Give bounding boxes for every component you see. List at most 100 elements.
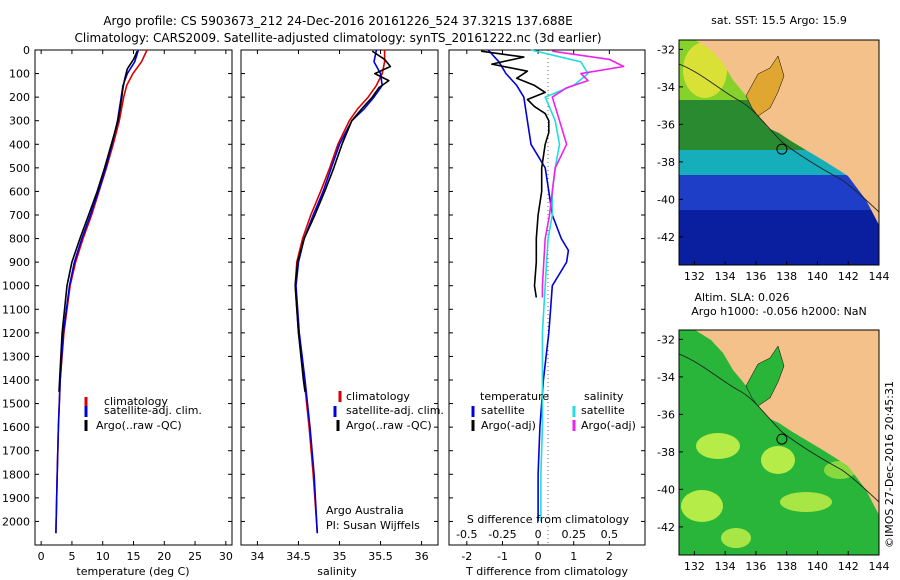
lon-tick-label: 132 bbox=[684, 560, 705, 573]
difference-panel: -2 -1 0 1 2 -0.5 -0.25 0 0.25 0.5 S difference fr… bbox=[448, 49, 646, 578]
x-tick-label: -2 bbox=[461, 550, 472, 563]
lon-tick-label: 134 bbox=[715, 560, 736, 573]
x-tick-label: 20 bbox=[157, 550, 171, 563]
sla-map: Altim. SLA: 0.026 Argo h1000: -0.056 h20… bbox=[657, 291, 889, 573]
sla-high-patch-2 bbox=[761, 446, 795, 474]
y-tick-label: 1200 bbox=[2, 327, 30, 340]
x-tick-label: 34 bbox=[250, 550, 264, 563]
lon-tick-label: 136 bbox=[745, 270, 766, 283]
sla-high-patch-5 bbox=[780, 492, 832, 512]
x-tick-label: 0 bbox=[535, 550, 542, 563]
lat-tick-label: -32 bbox=[657, 43, 675, 56]
s-tick-label: -0.25 bbox=[488, 528, 516, 541]
series-line-argo-raw-qc bbox=[58, 50, 138, 392]
sla-high-patch-3 bbox=[681, 490, 723, 522]
x-tick-label: 2 bbox=[606, 550, 613, 563]
lon-tick-label: 138 bbox=[776, 270, 797, 283]
s-difference-xlabel: S difference from climatology bbox=[467, 513, 630, 526]
s-tick-label: 0 bbox=[535, 528, 542, 541]
lat-tick-label: -38 bbox=[657, 446, 675, 459]
legend-climatology-label: climatology bbox=[104, 395, 168, 408]
x-tick-label: 25 bbox=[188, 550, 202, 563]
lon-tick-label: 140 bbox=[807, 270, 828, 283]
salinity-legend: climatology satellite-adj. clim. Argo(..… bbox=[333, 390, 444, 432]
lat-tick-label: -40 bbox=[657, 193, 675, 206]
x-tick-label: 10 bbox=[96, 550, 110, 563]
temperature-axes bbox=[34, 49, 233, 546]
x-tick-label: 0 bbox=[38, 550, 45, 563]
sla-map-title-2: Argo h1000: -0.056 h2000: NaN bbox=[691, 305, 867, 318]
y-tick-label: 600 bbox=[9, 185, 30, 198]
y-tick-label: 1500 bbox=[2, 398, 30, 411]
legend-salinity-header: salinity bbox=[584, 390, 624, 403]
y-tick-label: 500 bbox=[9, 162, 30, 175]
y-tick-label: 1300 bbox=[2, 350, 30, 363]
x-tick-label: 35.5 bbox=[368, 550, 393, 563]
y-tick-label: 1400 bbox=[2, 374, 30, 387]
sla-map-title-1: Altim. SLA: 0.026 bbox=[694, 291, 789, 304]
sla-land bbox=[679, 330, 879, 515]
salinity-axes bbox=[240, 49, 439, 546]
salinity-panel: 34 34.5 35 35.5 36 salinity climatology sate… bbox=[240, 49, 444, 578]
sst-gulf bbox=[745, 55, 785, 117]
sst-warm-patch bbox=[683, 42, 727, 98]
lat-tick-label: -42 bbox=[657, 521, 675, 534]
sst-coldest-band bbox=[679, 210, 879, 265]
legend-s-argo-label: Argo(-adj) bbox=[581, 419, 636, 432]
temperature-xlabel: temperature (deg C) bbox=[76, 565, 189, 578]
t-difference-xlabel: T difference from climatology bbox=[465, 565, 628, 578]
x-tick-label: -1 bbox=[497, 550, 508, 563]
legend-t-argo-label: Argo(-adj) bbox=[481, 419, 536, 432]
y-tick-label: 1100 bbox=[2, 303, 30, 316]
y-tick-label: 900 bbox=[9, 256, 30, 269]
x-tick-label: 30 bbox=[219, 550, 233, 563]
lat-tick-label: -34 bbox=[657, 371, 675, 384]
y-tick-label: 800 bbox=[9, 233, 30, 246]
x-tick-label: 34.5 bbox=[286, 550, 311, 563]
x-tick-label: 15 bbox=[127, 550, 141, 563]
legend-argo-label: Argo(..raw -QC) bbox=[96, 419, 182, 432]
s-tick-label: -0.5 bbox=[456, 528, 477, 541]
lon-tick-label: 138 bbox=[776, 560, 797, 573]
y-tick-label: 0 bbox=[23, 44, 30, 57]
temperature-legend: climatology satellite-adj. clim. Argo(..… bbox=[84, 395, 202, 432]
sst-depth-contour bbox=[679, 63, 879, 213]
lat-tick-label: -36 bbox=[657, 408, 675, 421]
lon-tick-label: 144 bbox=[869, 560, 890, 573]
y-tick-label: 300 bbox=[9, 115, 30, 128]
sst-map-title: sat. SST: 15.5 Argo: 15.9 bbox=[711, 14, 847, 27]
lon-tick-label: 132 bbox=[684, 270, 705, 283]
y-tick-label: 2000 bbox=[2, 515, 30, 528]
temperature-panel: 0 5 10 15 20 25 300100200300400500600700800900… bbox=[2, 44, 233, 578]
sst-land bbox=[679, 40, 879, 225]
x-tick-label: 5 bbox=[68, 550, 75, 563]
sla-depth-contour bbox=[679, 353, 879, 503]
y-tick-label: 1600 bbox=[2, 421, 30, 434]
x-tick-label: 36 bbox=[415, 550, 429, 563]
lon-tick-label: 134 bbox=[715, 270, 736, 283]
sla-high-patch-1 bbox=[696, 433, 740, 459]
legend-temperature-header: temperature bbox=[480, 390, 549, 403]
title-line-2: Climatology: CARS2009. Satellite-adjuste… bbox=[74, 31, 601, 45]
lon-tick-label: 144 bbox=[869, 270, 890, 283]
legend-s-satellite-label: satellite bbox=[581, 404, 625, 417]
y-tick-label: 200 bbox=[9, 91, 30, 104]
argo-australia-credit: Argo Australia bbox=[326, 504, 404, 517]
series-line-s-argo-adj bbox=[541, 50, 625, 298]
sst-map-frame bbox=[678, 39, 880, 266]
lon-tick-label: 142 bbox=[838, 270, 859, 283]
lat-tick-label: -38 bbox=[657, 156, 675, 169]
sla-gulf bbox=[745, 345, 785, 407]
sst-map: sat. SST: 15.5 Argo: 15.9 132 134 136 138 14… bbox=[657, 14, 889, 283]
sla-high-patch-4 bbox=[721, 528, 751, 548]
series-line-t-argo-adj bbox=[480, 50, 550, 298]
title-line-1: Argo profile: CS 5903673_212 24-Dec-2016… bbox=[103, 14, 572, 28]
legend-satellite-label: satellite-adj. clim. bbox=[104, 404, 202, 417]
series-line-argo-raw-qc bbox=[294, 50, 392, 392]
y-tick-label: 700 bbox=[9, 209, 30, 222]
y-tick-label: 1800 bbox=[2, 468, 30, 481]
legend-climatology-label: climatology bbox=[346, 390, 410, 403]
sla-argo-position bbox=[776, 433, 788, 445]
y-tick-label: 400 bbox=[9, 138, 30, 151]
